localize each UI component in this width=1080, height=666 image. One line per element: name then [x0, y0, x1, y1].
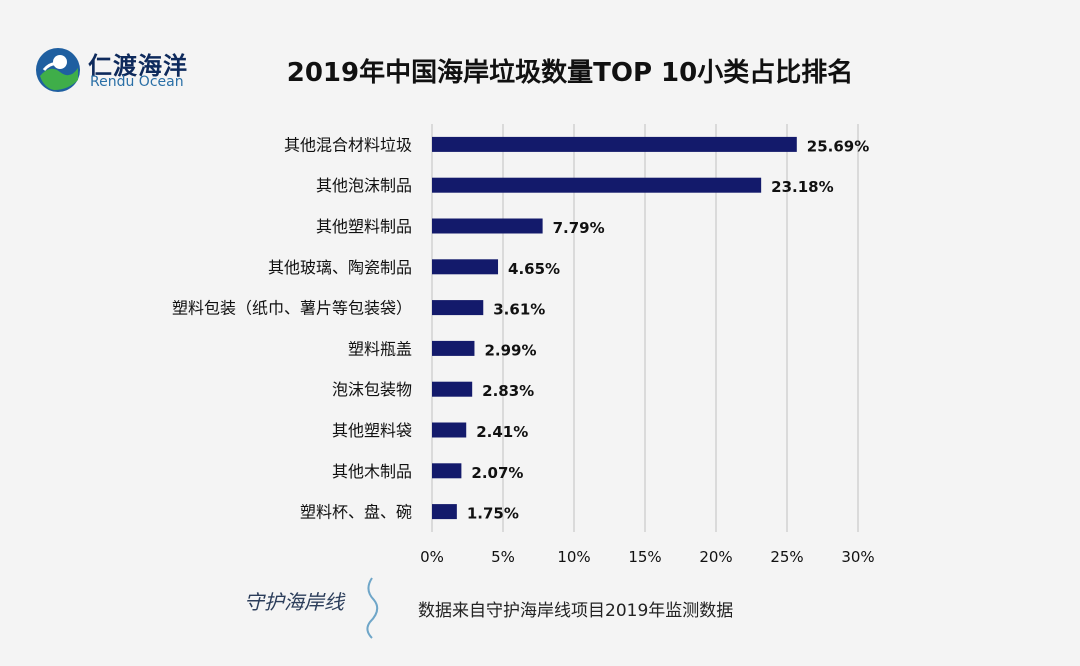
category-label: 塑料杯、盘、碗 [300, 503, 412, 522]
data-label: 7.79% [553, 219, 605, 237]
x-tick-label: 15% [628, 548, 661, 566]
coastline-icon [366, 577, 379, 639]
bar [432, 259, 499, 275]
category-label: 其他塑料袋 [332, 421, 412, 440]
footer-logo: 守护海岸线 [238, 572, 388, 642]
category-label: 其他木制品 [332, 462, 412, 481]
bar [432, 177, 762, 193]
x-tick-label: 30% [841, 548, 874, 566]
data-label: 2.41% [476, 423, 528, 441]
data-label: 2.99% [484, 341, 536, 359]
data-label: 1.75% [467, 505, 519, 523]
data-label: 23.18% [771, 178, 833, 196]
bar [432, 422, 467, 438]
data-source-note: 数据来自守护海岸线项目2019年监测数据 [418, 601, 734, 621]
bars [432, 136, 797, 520]
bar [432, 218, 543, 234]
chart-title: 2019年中国海岸垃圾数量TOP 10小类占比排名 [286, 58, 854, 88]
x-tick-label: 5% [491, 548, 515, 566]
category-label: 塑料包装（纸巾、薯片等包装袋） [172, 299, 412, 318]
brand-name-cn: 仁渡海洋 [88, 52, 188, 80]
bar [432, 136, 797, 152]
bar [432, 340, 475, 356]
bar [432, 300, 484, 316]
bar [432, 381, 473, 397]
category-label: 塑料瓶盖 [348, 339, 412, 358]
category-label: 其他混合材料垃圾 [284, 135, 412, 154]
labels: 0% 5% 10% 15% 20% 25% 30% 其他混合材料垃圾 25.69% 其他泡沫制品 2… [172, 135, 875, 566]
category-label: 其他塑料制品 [316, 217, 412, 236]
wave-logo-icon [36, 48, 80, 92]
x-tick-label: 10% [557, 548, 590, 566]
brand-logo: 仁渡海洋 Rendu Ocean [34, 44, 204, 96]
data-label: 2.83% [482, 382, 534, 400]
data-label: 2.07% [471, 464, 523, 482]
footer-logo-text: 守护海岸线 [244, 590, 344, 614]
category-label: 泡沫包装物 [332, 380, 412, 399]
x-tick-label: 25% [770, 548, 803, 566]
x-tick-label: 0% [420, 548, 444, 566]
brand-name-en: Rendu Ocean [90, 74, 184, 90]
bar [432, 463, 462, 479]
category-label: 其他泡沫制品 [316, 176, 412, 195]
bar [432, 504, 457, 520]
data-label: 25.69% [807, 137, 869, 155]
data-label: 4.65% [508, 260, 560, 278]
x-tick-label: 20% [699, 548, 732, 566]
category-label: 其他玻璃、陶瓷制品 [268, 258, 412, 277]
data-label: 3.61% [493, 301, 545, 319]
